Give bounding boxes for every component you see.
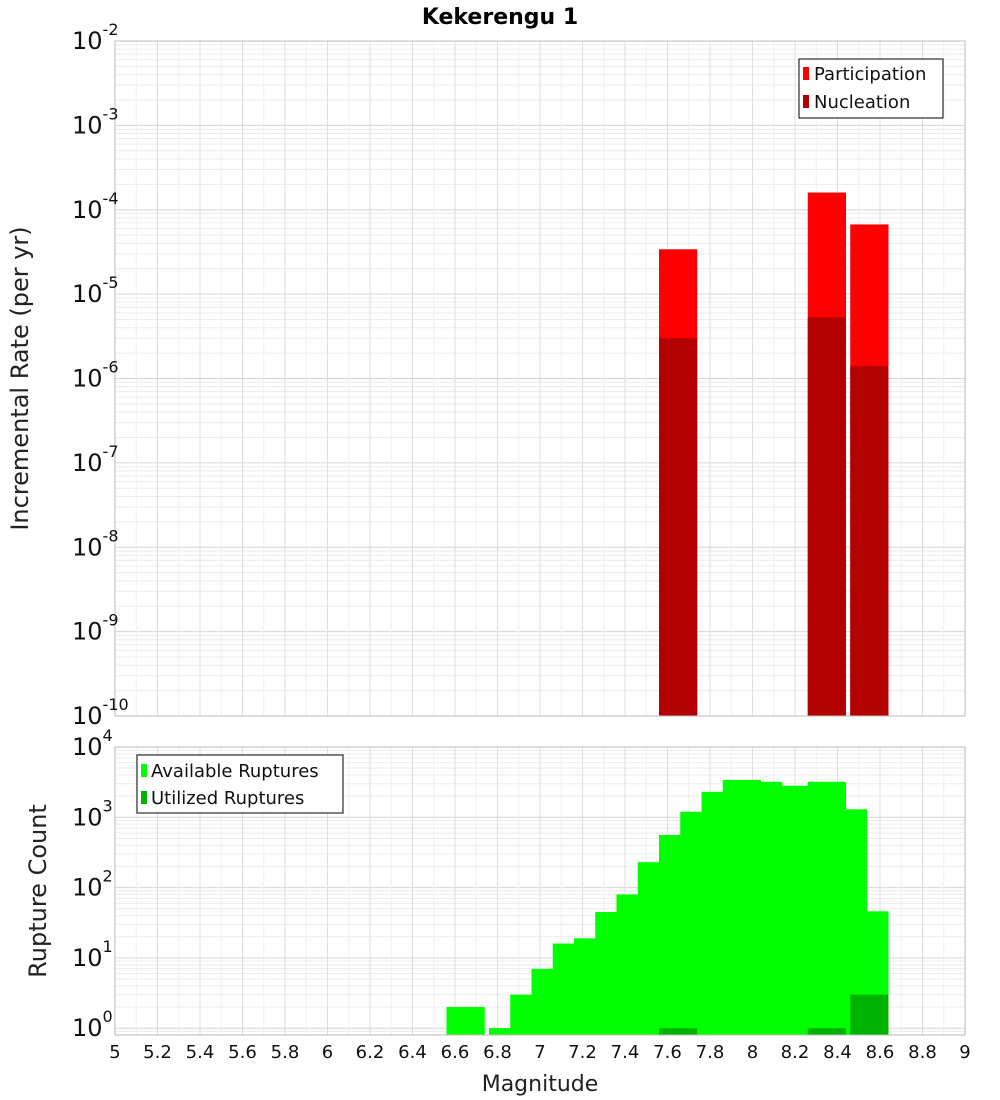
legend-available-swatch bbox=[141, 764, 147, 777]
available-ruptures-bar bbox=[446, 1007, 485, 1035]
utilized-ruptures-bar bbox=[807, 1028, 846, 1035]
x-tick-label: 5.8 bbox=[271, 1042, 300, 1063]
top-y-tick-label: 10-6 bbox=[72, 358, 119, 393]
x-tick-label: 7.4 bbox=[611, 1042, 640, 1063]
bottom-plot-border bbox=[114, 746, 966, 1036]
x-ticks: 5 5.2 5.4 5.6 5.8 6 6.2 6.4 6.6 6.8 7 7.2 7.4 7.6 7.8 8… bbox=[109, 1042, 970, 1063]
legend-participation-label: Participation bbox=[814, 64, 926, 85]
bottom-y-tick-label: 100 bbox=[72, 1007, 113, 1042]
x-tick-label: 9 bbox=[959, 1042, 970, 1063]
x-tick-label: 8.6 bbox=[866, 1042, 895, 1063]
bottom-y-ticks: 100 101 102 103 104 bbox=[72, 726, 113, 1042]
x-tick-label: 5.6 bbox=[228, 1042, 257, 1063]
chart-title: Kekerengu 1 bbox=[422, 5, 578, 30]
legend-participation-swatch bbox=[803, 67, 809, 80]
utilized-ruptures-bar bbox=[659, 1028, 698, 1035]
top-legend-box bbox=[798, 58, 944, 119]
x-tick-label: 8.8 bbox=[908, 1042, 937, 1063]
bottom-legend-box bbox=[136, 754, 344, 814]
x-tick-label: 7.6 bbox=[653, 1042, 682, 1063]
x-tick-label: 8.2 bbox=[781, 1042, 810, 1063]
bottom-y-axis-label: Rupture Count bbox=[24, 804, 52, 978]
legend-utilized-swatch bbox=[141, 791, 147, 804]
x-tick-label: 8 bbox=[747, 1042, 758, 1063]
x-tick-label: 6.2 bbox=[356, 1042, 385, 1063]
top-y-tick-label: 10-10 bbox=[72, 695, 129, 730]
x-tick-label: 7.2 bbox=[568, 1042, 597, 1063]
nucleation-bar bbox=[659, 338, 698, 716]
x-tick-label: 6 bbox=[322, 1042, 333, 1063]
top-y-tick-label: 10-5 bbox=[72, 273, 119, 308]
legend-available-label: Available Ruptures bbox=[151, 761, 319, 782]
top-y-axis-label: Incremental Rate (per yr) bbox=[6, 226, 34, 530]
bottom-y-tick-label: 104 bbox=[72, 726, 113, 761]
top-legend: Participation Nucleation bbox=[798, 58, 944, 119]
x-tick-label: 6.6 bbox=[441, 1042, 470, 1063]
x-tick-label: 7.8 bbox=[696, 1042, 725, 1063]
top-y-tick-label: 10-7 bbox=[72, 442, 119, 477]
bottom-legend: Available Ruptures Utilized Ruptures bbox=[136, 754, 344, 814]
x-tick-label: 7 bbox=[534, 1042, 545, 1063]
x-tick-label: 5 bbox=[109, 1042, 120, 1063]
top-y-tick-label: 10-3 bbox=[72, 104, 119, 139]
top-panel: 10-10 10-9 10-8 10-7 10-6 10-5 10-4 10-3 10-2 In… bbox=[6, 20, 966, 730]
top-y-tick-label: 10-2 bbox=[72, 20, 119, 55]
legend-nucleation-label: Nucleation bbox=[814, 92, 910, 113]
top-bars bbox=[659, 192, 889, 717]
top-plot-border bbox=[114, 40, 966, 717]
utilized-ruptures-bar bbox=[850, 994, 889, 1035]
top-y-tick-label: 10-8 bbox=[72, 526, 119, 561]
nucleation-bar bbox=[807, 317, 846, 716]
x-tick-label: 8.4 bbox=[823, 1042, 852, 1063]
top-y-tick-label: 10-9 bbox=[72, 611, 119, 646]
legend-utilized-label: Utilized Ruptures bbox=[151, 788, 304, 809]
x-tick-label: 6.4 bbox=[398, 1042, 427, 1063]
x-axis-label: Magnitude bbox=[482, 1072, 599, 1097]
bottom-y-tick-label: 102 bbox=[72, 867, 113, 902]
bottom-panel: 100 101 102 103 104 5 5.2 5.4 5.6 5.8 6 6.2 6.4 6.6 6… bbox=[24, 726, 971, 1097]
x-tick-label: 6.8 bbox=[483, 1042, 512, 1063]
available-ruptures-bar bbox=[489, 1028, 528, 1035]
legend-nucleation-swatch bbox=[803, 95, 809, 108]
bottom-y-tick-label: 103 bbox=[72, 796, 113, 831]
top-y-ticks: 10-10 10-9 10-8 10-7 10-6 10-5 10-4 10-3 10-2 bbox=[72, 20, 129, 730]
bottom-bars bbox=[446, 779, 889, 1035]
nucleation-bar bbox=[850, 366, 889, 716]
top-y-tick-label: 10-4 bbox=[72, 189, 119, 224]
x-tick-label: 5.2 bbox=[143, 1042, 172, 1063]
x-tick-label: 5.4 bbox=[186, 1042, 215, 1063]
bottom-y-tick-label: 101 bbox=[72, 937, 113, 972]
